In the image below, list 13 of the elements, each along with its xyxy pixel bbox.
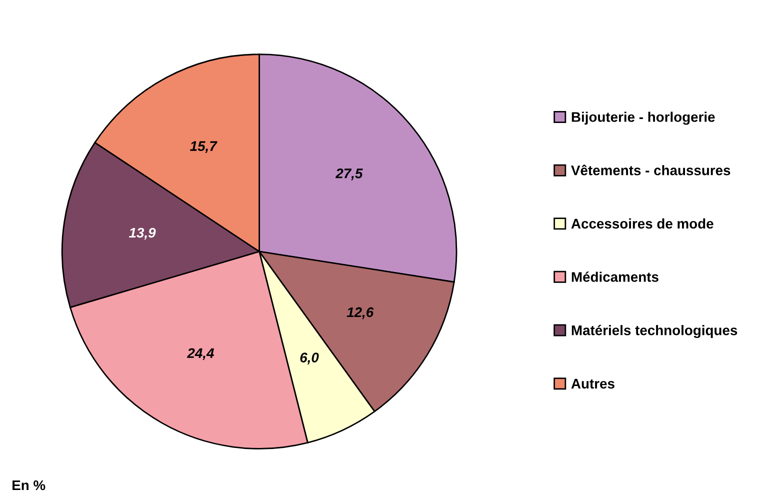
legend-label: Médicaments	[572, 272, 658, 282]
legend-label: Autres	[571, 378, 614, 389]
legend-label: Bijouterie - horlogerie	[572, 112, 715, 125]
data-label: 27,5	[335, 168, 363, 180]
data-label: 24,4	[186, 348, 214, 360]
legend-label: Matériels technologiques	[572, 324, 738, 338]
legend-label: Vêtements - chaussures	[571, 164, 730, 176]
data-label: 13,9	[129, 228, 156, 240]
legend-label: Accessoires de mode	[571, 218, 714, 229]
data-label: 6,0	[300, 352, 319, 364]
data-label: 15,7	[190, 141, 218, 154]
data-label: 12,6	[346, 307, 374, 320]
text: En %	[12, 480, 46, 490]
